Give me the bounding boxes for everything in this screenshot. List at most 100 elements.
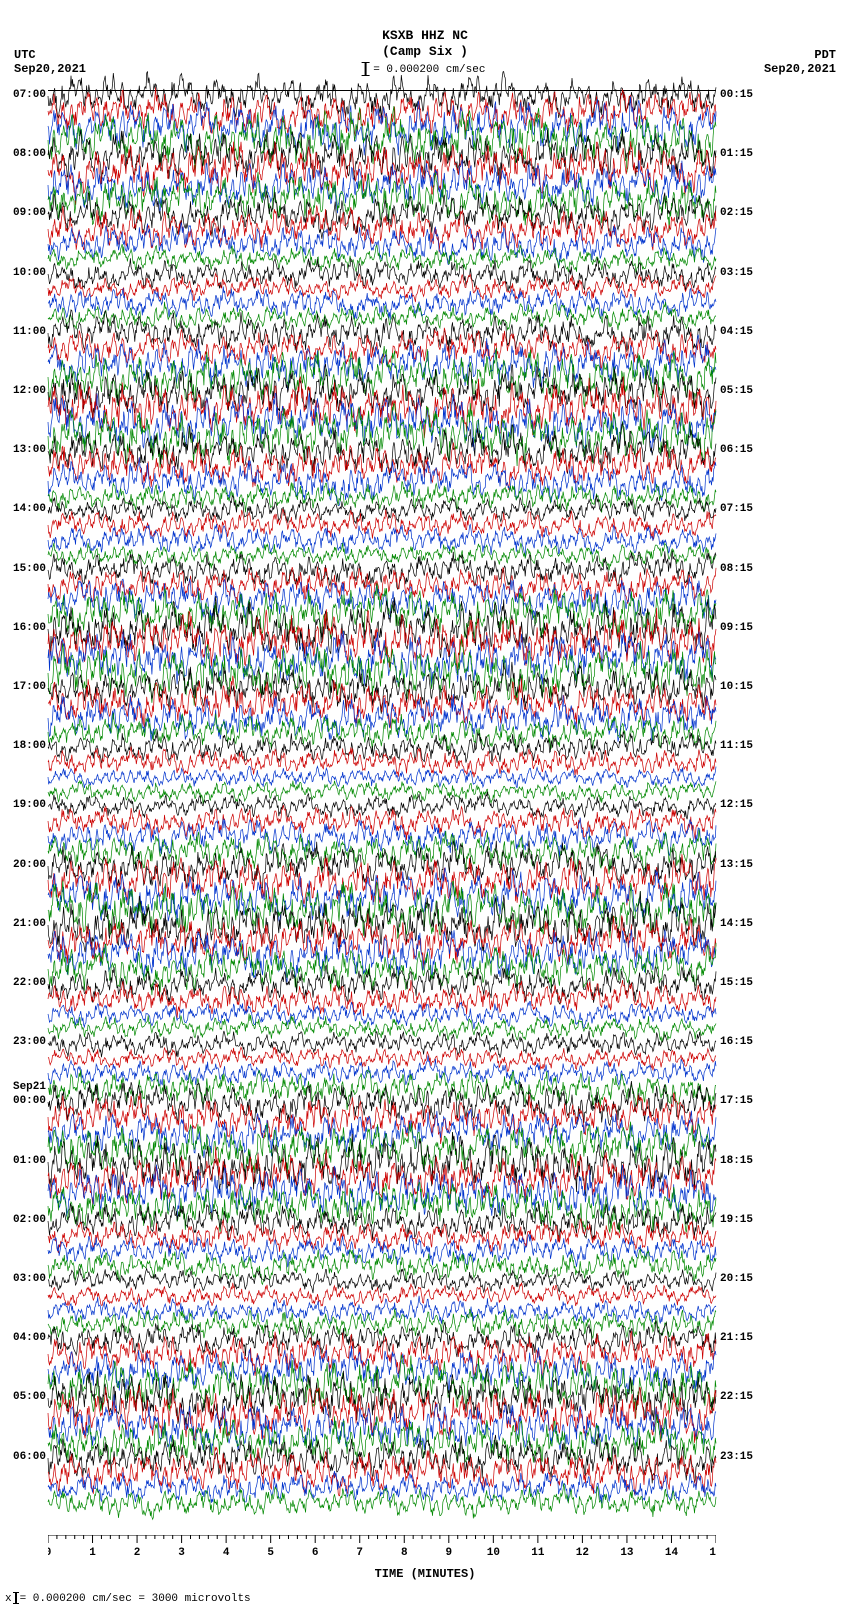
footer-text: = 0.000200 cm/sec = 3000 microvolts: [20, 1593, 251, 1605]
x-axis-label: TIME (MINUTES): [375, 1567, 476, 1581]
seismic-trace: [48, 866, 716, 867]
right-time-label: 04:15: [720, 326, 753, 338]
seismic-trace: [48, 510, 716, 511]
scale-text: = 0.000200 cm/sec: [373, 64, 485, 76]
seismic-trace: [48, 155, 716, 156]
seismic-trace: [48, 496, 716, 497]
x-axis-svg: 0123456789101112131415: [48, 1535, 716, 1565]
seismic-trace: [48, 1014, 716, 1015]
seismic-trace: [48, 1028, 716, 1029]
left-time-label: 04:00: [0, 1332, 46, 1344]
seismic-trace: [48, 1102, 716, 1103]
left-time-label: 08:00: [0, 148, 46, 160]
left-time-label: 19:00: [0, 799, 46, 811]
left-time-label: 11:00: [0, 326, 46, 338]
seismic-trace: [48, 274, 716, 275]
right-time-label: 03:15: [720, 267, 753, 279]
seismic-trace: [48, 140, 716, 141]
seismic-trace: [48, 777, 716, 778]
right-time-label: 17:15: [720, 1095, 753, 1107]
seismic-trace: [48, 806, 716, 807]
seismic-trace: [48, 1088, 716, 1089]
seismic-trace: [48, 1221, 716, 1222]
seismic-trace: [48, 96, 716, 97]
seismic-trace: [48, 1354, 716, 1355]
right-time-label: 00:15: [720, 89, 753, 101]
right-time-label: 11:15: [720, 740, 753, 752]
left-time-label: 02:00: [0, 1214, 46, 1226]
seismogram-container: KSXB HHZ NC (Camp Six ) UTC Sep20,2021 P…: [0, 0, 850, 1613]
seismic-trace: [48, 999, 716, 1000]
svg-text:10: 10: [487, 1547, 500, 1559]
seismic-trace: [48, 111, 716, 112]
seismic-trace: [48, 1295, 716, 1296]
seismic-trace: [48, 821, 716, 822]
seismic-trace: [48, 1250, 716, 1251]
left-time-label: 06:00: [0, 1451, 46, 1463]
seismic-trace: [48, 303, 716, 304]
right-time-label: 09:15: [720, 622, 753, 634]
seismic-trace: [48, 1176, 716, 1177]
svg-text:12: 12: [576, 1547, 589, 1559]
svg-text:13: 13: [620, 1547, 634, 1559]
scale-indicator: = 0.000200 cm/sec: [365, 62, 486, 76]
x-axis: 0123456789101112131415: [48, 1535, 716, 1565]
station-subtitle: (Camp Six ): [382, 44, 468, 59]
right-time-label: 07:15: [720, 503, 753, 515]
footer-prefix: x: [5, 1593, 12, 1605]
svg-text:9: 9: [445, 1547, 452, 1559]
left-time-label: 03:00: [0, 1273, 46, 1285]
seismic-trace: [48, 170, 716, 171]
right-time-label: 23:15: [720, 1451, 753, 1463]
right-time-label: 12:15: [720, 799, 753, 811]
seismic-trace: [48, 288, 716, 289]
seismic-trace: [48, 422, 716, 423]
right-time-label: 05:15: [720, 385, 753, 397]
right-time-label: 19:15: [720, 1214, 753, 1226]
seismic-trace: [48, 747, 716, 748]
left-time-label: 10:00: [0, 267, 46, 279]
left-time-label: 22:00: [0, 977, 46, 989]
seismic-trace: [48, 466, 716, 467]
right-time-label: 18:15: [720, 1155, 753, 1167]
seismic-trace: [48, 1324, 716, 1325]
left-time-label: 17:00: [0, 681, 46, 693]
left-time-label: 07:00: [0, 89, 46, 101]
seismic-trace: [48, 362, 716, 363]
seismic-trace: [48, 1428, 716, 1429]
station-title: KSXB HHZ NC: [382, 28, 468, 43]
seismic-trace: [48, 570, 716, 571]
right-time-label: 01:15: [720, 148, 753, 160]
svg-text:3: 3: [178, 1547, 185, 1559]
seismic-trace: [48, 836, 716, 837]
seismic-trace: [48, 244, 716, 245]
left-time-label: 05:00: [0, 1391, 46, 1403]
left-time-label: 18:00: [0, 740, 46, 752]
right-time-label: 20:15: [720, 1273, 753, 1285]
right-time-label: 16:15: [720, 1036, 753, 1048]
seismic-trace: [48, 792, 716, 793]
seismic-trace: [48, 214, 716, 215]
right-time-label: 10:15: [720, 681, 753, 693]
seismic-trace: [48, 525, 716, 526]
seismic-trace: [48, 1147, 716, 1148]
seismic-trace: [48, 481, 716, 482]
svg-text:0: 0: [48, 1547, 51, 1559]
seismic-trace: [48, 200, 716, 201]
left-time-label: 20:00: [0, 859, 46, 871]
left-time-label: 09:00: [0, 207, 46, 219]
seismic-trace: [48, 1043, 716, 1044]
day-break-label: Sep21: [0, 1081, 46, 1093]
seismic-trace: [48, 1191, 716, 1192]
seismic-trace: [48, 348, 716, 349]
seismic-trace: [48, 1443, 716, 1444]
svg-text:8: 8: [401, 1547, 408, 1559]
right-time-label: 15:15: [720, 977, 753, 989]
left-time-label: 21:00: [0, 918, 46, 930]
left-time-label: 23:00: [0, 1036, 46, 1048]
svg-text:1: 1: [89, 1547, 96, 1559]
seismic-trace: [48, 540, 716, 541]
seismic-trace: [48, 407, 716, 408]
seismic-trace: [48, 1132, 716, 1133]
seismic-trace: [48, 555, 716, 556]
